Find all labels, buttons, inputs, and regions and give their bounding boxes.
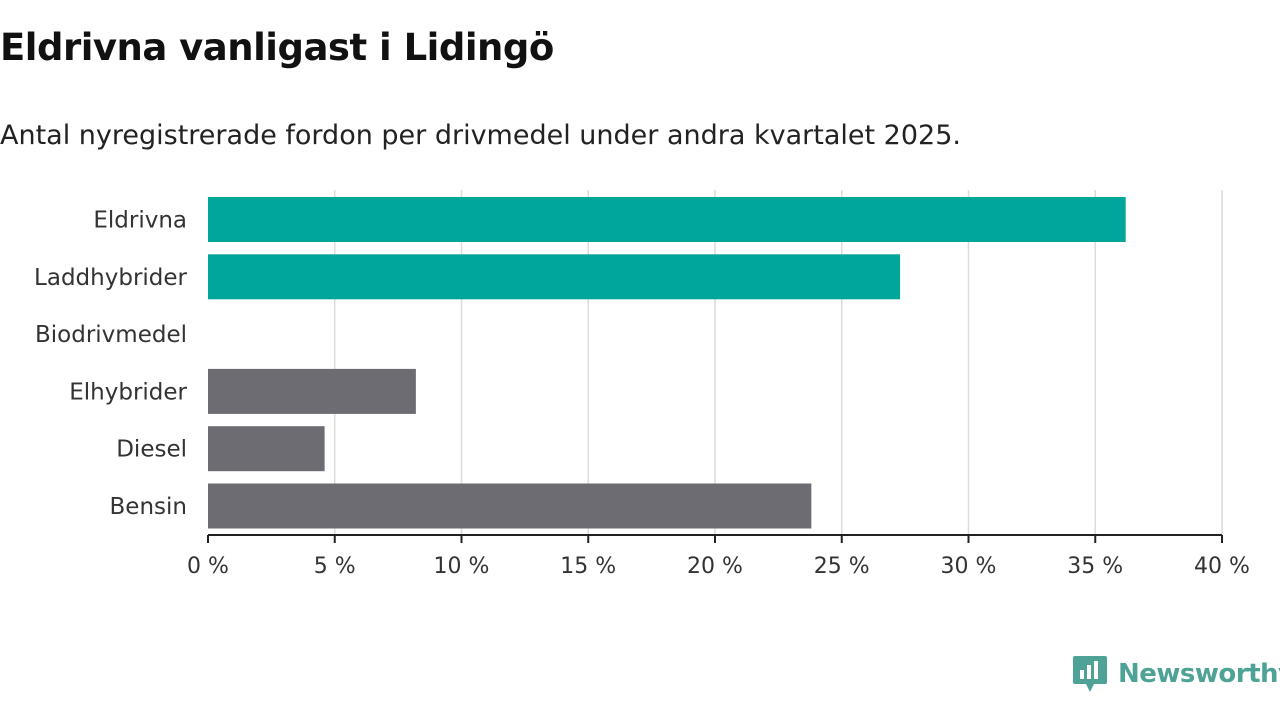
category-label: Bensin bbox=[110, 494, 187, 520]
chart-title: Eldrivna vanligast i Lidingö bbox=[0, 26, 554, 69]
bar bbox=[208, 254, 901, 300]
x-tick-label: 30 % bbox=[941, 554, 997, 579]
bar bbox=[208, 483, 812, 529]
chart-subtitle: Antal nyregistrerade fordon per drivmede… bbox=[0, 120, 961, 151]
x-tick-label: 0 % bbox=[187, 554, 229, 579]
x-tick-label: 25 % bbox=[814, 554, 870, 579]
bar bbox=[208, 368, 416, 414]
category-label: Elhybrider bbox=[69, 379, 187, 405]
x-tick-label: 35 % bbox=[1067, 554, 1123, 579]
category-label: Eldrivna bbox=[93, 208, 187, 234]
category-label: Laddhybrider bbox=[34, 265, 187, 291]
bar bbox=[208, 426, 325, 472]
x-tick-label: 10 % bbox=[434, 554, 490, 579]
x-tick-label: 20 % bbox=[687, 554, 743, 579]
category-label: Diesel bbox=[116, 437, 187, 463]
newsworthy-logo-icon bbox=[1073, 656, 1107, 692]
bar bbox=[208, 197, 1126, 242]
category-label: Biodrivmedel bbox=[35, 322, 187, 348]
x-tick-label: 15 % bbox=[560, 554, 616, 579]
x-tick-label: 5 % bbox=[314, 554, 356, 579]
brand-name: Newsworthy bbox=[1118, 659, 1280, 689]
newsworthy-brand: Newsworthy bbox=[1072, 654, 1280, 694]
x-tick-label: 40 % bbox=[1194, 554, 1250, 579]
